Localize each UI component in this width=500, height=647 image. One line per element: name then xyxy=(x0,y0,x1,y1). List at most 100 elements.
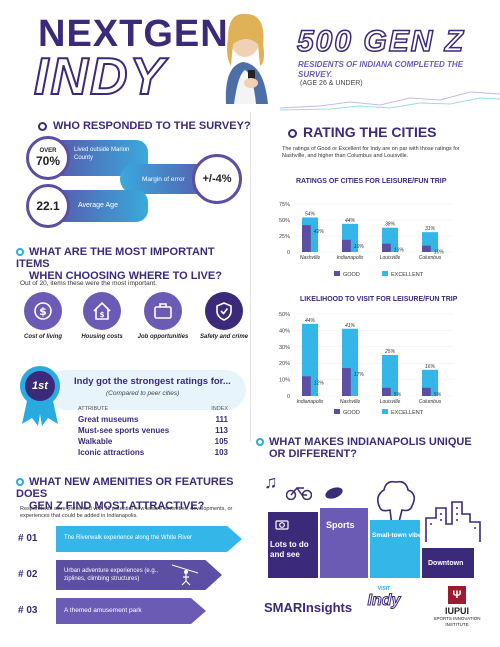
football-icon xyxy=(324,486,344,505)
data-label-good: 10% xyxy=(434,250,445,256)
indy-text: Indy xyxy=(367,592,401,610)
amenity-item: # 01 The Riverwalk experience along the … xyxy=(16,526,244,552)
decorative-wave xyxy=(280,91,500,111)
amenity-text: Urban adventure experiences (e.g., zipli… xyxy=(64,568,159,582)
important-item: $ Cost of living xyxy=(16,292,70,352)
data-label-good: 17% xyxy=(354,372,365,378)
chart-1-title: RATINGS OF CITIES FOR LEISURE/FUN TRIP xyxy=(296,178,447,185)
award-badge-text: 1st xyxy=(32,380,48,392)
amenities-intro: Respondents were presented with 11 poten… xyxy=(20,506,233,519)
over-circle: OVER 70% xyxy=(26,136,70,180)
iupui-text: IUPUI xyxy=(444,606,469,616)
block-smalltown xyxy=(370,520,420,578)
legend-label: GOOD xyxy=(343,272,360,278)
ratings-table: ATTRIBUTE INDEX Great museums 111 Must-se… xyxy=(78,406,228,459)
city-skyline-icon xyxy=(424,494,484,547)
visit-text: VISIT xyxy=(377,586,391,592)
cities-intro: The ratings of Good or Excellent for Ind… xyxy=(282,146,460,159)
y-tick-label: 30% xyxy=(279,345,290,351)
data-label-good: 19% xyxy=(354,244,365,250)
important-intro: Out of 20, items these were the most imp… xyxy=(20,280,157,287)
chart-ratings-cities: 75% 50% 25% 0 54% 42% Nashville 44% 19% Indianapo… xyxy=(279,202,454,278)
amenity-bar xyxy=(56,526,242,552)
legend-swatch-good xyxy=(334,409,340,414)
row-attribute: Great museums xyxy=(78,415,139,424)
amenity-item: # 02 Urban adventure experiences (e.g., … xyxy=(16,560,244,590)
over-label: OVER xyxy=(39,148,57,154)
subtitle: RESIDENTS OF INDIANA COMPLETED THE SURVE… xyxy=(298,60,464,79)
y-tick-label: 50% xyxy=(279,312,290,318)
data-label-excellent: 44% xyxy=(305,318,316,324)
block-sports xyxy=(320,508,368,578)
respondents-section: WHO RESPONDED TO THE SURVEY? OVER 70% Li… xyxy=(16,118,251,238)
row-attribute: Walkable xyxy=(78,437,113,446)
section-bullet-icon xyxy=(256,438,264,447)
logo-nextgen: NEXTGEN xyxy=(38,13,229,55)
important-item: Safety and crime xyxy=(197,292,251,352)
x-tick-label: Nashville xyxy=(300,255,321,261)
ratings-section: 1st Indy got the strongest ratings for..… xyxy=(16,362,251,468)
important-item-label: Housing costs xyxy=(81,334,123,340)
bar-excellent xyxy=(382,355,398,396)
bicycle-icon xyxy=(285,484,313,505)
bar-good xyxy=(422,387,431,396)
amenities-title-1: WHAT NEW AMENITIES OR FEATURES DOES xyxy=(16,476,234,500)
headline: 500 GEN Z xyxy=(296,25,466,59)
table-row: Walkable 105 xyxy=(78,437,228,448)
data-label-excellent: 16% xyxy=(425,364,436,370)
x-tick-label: Indianapolis xyxy=(337,255,364,261)
data-label-excellent: 25% xyxy=(384,349,396,355)
data-label-good: 12% xyxy=(314,380,325,386)
smari-logo-text: SMARInsights xyxy=(264,600,353,615)
data-label-excellent: 54% xyxy=(305,211,316,217)
data-label-excellent: 41% xyxy=(345,323,356,329)
chart-likelihood-visit: 50% 40% 30% 20% 10% 0 44% 12% Indianapolis 41% 17%… xyxy=(279,312,454,416)
section-bullet-icon xyxy=(16,248,24,257)
amenity-bar xyxy=(56,560,222,590)
legend-label: EXCELLENT xyxy=(391,410,424,416)
amenities-title-2: GEN Z FIND MOST ATTRACTIVE? xyxy=(29,500,205,512)
person-photo xyxy=(208,4,283,104)
respondents-title: WHO RESPONDED TO THE SURVEY? xyxy=(53,120,251,132)
important-title-1: WHAT ARE THE MOST IMPORTANT ITEMS xyxy=(16,246,215,270)
data-label-good: 5% xyxy=(394,392,402,398)
iupui-logo: Ψ IUPUI SPORTS INNOVATION INSTITUTE xyxy=(424,586,490,628)
col-index: INDEX xyxy=(211,406,228,412)
important-item-label: Cost of living xyxy=(24,334,62,340)
y-tick-label: 20% xyxy=(279,361,290,367)
important-item: $ Housing costs xyxy=(75,292,129,352)
data-label-excellent: 31% xyxy=(425,226,436,232)
amenity-text: A themed amusement park xyxy=(64,607,142,614)
chart-2-title: LIKELIHOOD TO VISIT FOR LEISURE/FUN TRIP xyxy=(300,296,458,303)
y-tick-label: 0 xyxy=(287,250,290,256)
block-sports-label: Sports xyxy=(326,520,355,530)
y-tick-label: 25% xyxy=(279,234,290,240)
block-lots-label: Lots to do and see xyxy=(270,540,309,559)
amenity-text: The Riverwalk experience along the White… xyxy=(64,535,193,541)
over-value: 70% xyxy=(35,154,61,168)
bar-good xyxy=(342,368,351,396)
x-tick-label: Columbus xyxy=(419,255,442,261)
camera-icon xyxy=(270,512,294,536)
legend-swatch-excellent xyxy=(382,271,388,276)
important-section: WHAT ARE THE MOST IMPORTANT ITEMS WHEN C… xyxy=(16,244,251,354)
age-circle: 22.1 xyxy=(26,184,70,228)
y-tick-label: 0 xyxy=(287,394,290,400)
table-row: Iconic attractions 103 xyxy=(78,448,228,459)
tree-icon xyxy=(372,478,418,531)
svg-text:$: $ xyxy=(100,311,105,319)
header: NEXTGEN INDY 500 GEN Z RESIDENTS OF INDI… xyxy=(0,0,500,112)
x-tick-label: Nashville xyxy=(340,399,361,405)
iupui-trident-icon: Ψ xyxy=(448,586,466,604)
legend-swatch-excellent xyxy=(382,409,388,414)
y-tick-label: 75% xyxy=(279,202,290,208)
amenity-bar xyxy=(56,598,206,624)
x-tick-label: Louisville xyxy=(380,399,401,405)
zipline-icon xyxy=(171,563,199,592)
age-value: 22.1 xyxy=(36,199,60,213)
section-bullet-icon xyxy=(288,128,297,138)
data-label-good: 13% xyxy=(394,248,405,254)
margin-circle: +/-4% xyxy=(192,154,242,204)
row-index: 113 xyxy=(215,426,228,435)
age-note: (AGE 26 & UNDER) xyxy=(300,80,363,87)
